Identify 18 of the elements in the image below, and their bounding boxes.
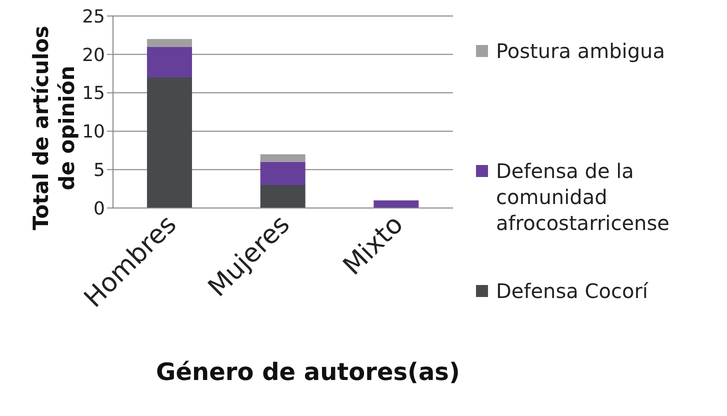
bar xyxy=(260,184,306,208)
bar xyxy=(147,46,192,78)
legend-label: Defensa de la comunidad afrocostarricense xyxy=(496,158,670,236)
y-tick-label: 20 xyxy=(82,44,105,66)
legend-label: Defensa Cocorí xyxy=(496,278,650,304)
y-tick-label: 25 xyxy=(82,6,105,28)
bar xyxy=(374,200,419,208)
bar xyxy=(147,39,192,47)
legend-label: Postura ambigua xyxy=(496,38,666,64)
y-axis-title: Total de artículos de opinión xyxy=(29,26,79,230)
y-tick-label: 0 xyxy=(94,198,105,220)
bar xyxy=(147,77,192,208)
y-tick-label: 10 xyxy=(82,122,105,143)
y-tick-label: 15 xyxy=(82,83,105,104)
bar xyxy=(260,162,306,185)
x-axis-title: Género de autores(as) xyxy=(155,358,461,386)
y-tick-label: 5 xyxy=(94,160,105,181)
bar xyxy=(260,154,306,162)
